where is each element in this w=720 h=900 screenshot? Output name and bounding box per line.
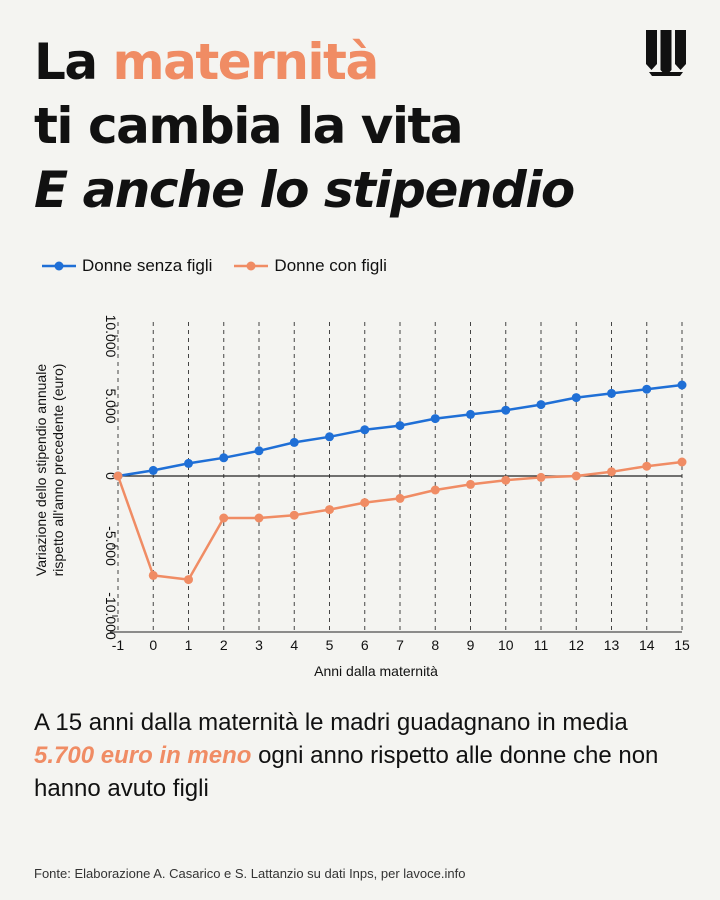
data-point-senza-figli [571,393,581,403]
legend-blue-marker-icon [42,261,76,271]
chart-legend: Donne senza figli Donne con figli [42,256,387,276]
summary-part2: ogni anno rispetto alle donne che non ha… [34,742,659,802]
data-point-con-figli [642,461,652,471]
summary-text: A 15 anni dalla maternità le madri guada… [34,706,694,805]
x-tick-label: 2 [220,637,228,653]
x-tick-label: 13 [604,637,620,653]
headline-accent-word: maternità [112,33,380,91]
data-point-senza-figli [501,405,511,415]
data-point-senza-figli [607,388,616,398]
data-point-con-figli [219,513,229,523]
data-point-con-figli [501,475,511,485]
data-point-senza-figli [536,400,546,410]
x-tick-label: 11 [534,637,549,653]
series-line-con-figli [116,460,683,581]
data-point-con-figli [466,479,475,489]
data-point-senza-figli [289,437,299,447]
x-tick-label: 3 [255,637,263,653]
data-point-con-figli [360,498,370,508]
headline: La maternità ti cambia la vita E anche l… [34,30,575,222]
data-point-con-figli [289,510,299,520]
legend-orange-marker-icon [234,261,269,271]
y-axis-label-line2: rispetto all'anno precedente (euro) [50,364,66,577]
data-point-senza-figli [642,384,652,394]
publisher-logo-icon [646,30,686,76]
x-tick-label: 10 [498,637,514,653]
headline-line2: ti cambia la vita [34,97,464,155]
legend-item-senza-figli: Donne senza figli [42,256,212,276]
data-point-con-figli [395,493,405,503]
series-line-senza-figli [117,383,683,478]
y-tick-label: -10.000 [103,592,119,640]
x-tick-label: 12 [568,637,584,653]
x-tick-label: -1 [112,637,125,653]
x-tick-label: 4 [290,637,298,653]
data-point-con-figli [184,575,193,585]
data-point-con-figli [430,485,440,495]
data-point-senza-figli [219,453,229,463]
data-point-con-figli [571,471,581,481]
data-point-senza-figli [325,432,334,442]
data-point-senza-figli [184,458,193,468]
legend-label-con-figli: Donne con figli [274,256,387,275]
y-tick-label: 0 [103,472,119,480]
data-point-con-figli [536,472,546,482]
summary-highlight: 5.700 euro in meno [34,742,252,769]
data-point-senza-figli [677,380,687,390]
x-tick-label: 7 [396,637,404,653]
x-tick-label: 15 [674,637,690,653]
data-point-senza-figli [466,409,475,419]
legend-label-senza-figli: Donne senza figli [82,256,213,275]
data-point-con-figli [148,570,158,580]
headline-line1-prefix: La [34,33,113,91]
line-chart: -1 0 1 2 3 4 5 6 7 8 9 10 11 12 13 14 1510.0005.0000-5.0… [33,315,690,679]
headline-line3: E anche lo stipendio [34,161,575,219]
summary-part1: A 15 anni dalla maternità le madri guada… [34,709,628,736]
chart-axes: -1 0 1 2 3 4 5 6 7 8 9 10 11 12 13 14 1510.0005.0000-5.0… [103,315,690,653]
x-tick-label: 5 [326,637,334,653]
data-point-con-figli [607,467,616,477]
x-tick-label: 9 [467,637,475,653]
data-point-con-figli [325,505,334,515]
data-point-senza-figli [148,465,158,475]
x-tick-label: 0 [149,637,157,653]
x-tick-label: 1 [185,637,193,653]
data-point-con-figli [113,471,123,481]
x-tick-label: 8 [431,637,439,653]
x-tick-label: 6 [361,637,369,653]
y-tick-label: 10.000 [103,315,119,358]
y-tick-label: 5.000 [103,388,119,423]
data-point-senza-figli [360,425,370,435]
data-point-senza-figli [395,421,405,431]
chart-series [113,380,687,585]
legend-item-con-figli: Donne con figli [234,256,387,276]
source-note: Fonte: Elaborazione A. Casarico e S. Lat… [34,866,466,881]
x-tick-label: 14 [639,637,655,653]
data-point-con-figli [254,513,264,523]
y-tick-label: -5.000 [103,526,119,566]
data-point-con-figli [677,457,687,467]
data-point-senza-figli [430,414,440,424]
data-point-senza-figli [254,446,264,456]
y-axis-label-line1: Variazione dello stipendio annuale [33,364,49,576]
x-axis-label: Anni dalla maternità [314,663,438,679]
